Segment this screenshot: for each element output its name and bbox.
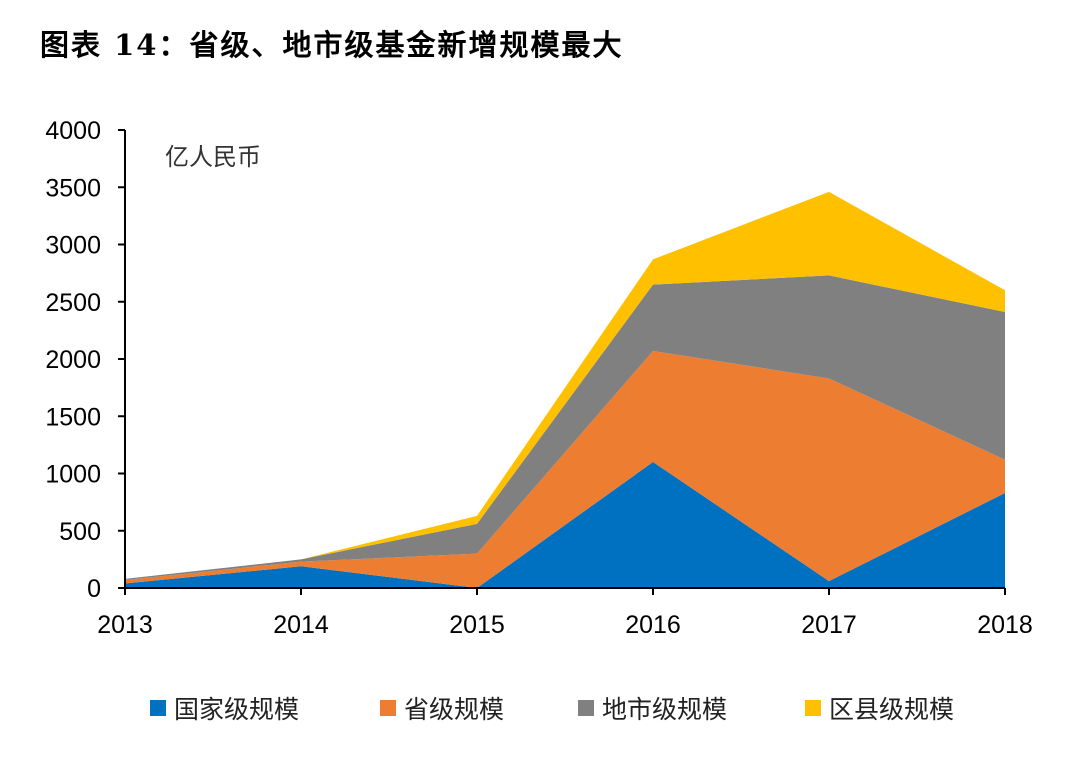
y-ticks: 0 500 1000 1500 2000 2500 3000 3500 4000 — [45, 117, 125, 603]
legend-item-provincial: 省级规模 — [380, 690, 504, 726]
legend: 国家级规模 省级规模 地市级规模 区县级规模 — [0, 690, 1080, 730]
x-tick-label: 2018 — [977, 611, 1033, 639]
legend-item-national: 国家级规模 — [150, 690, 299, 726]
legend-label-county: 区县级规模 — [829, 695, 955, 724]
legend-swatch-municipal — [578, 700, 594, 716]
legend-label-national: 国家级规模 — [174, 695, 300, 724]
legend-item-municipal: 地市级规模 — [578, 690, 727, 726]
y-tick-label: 1000 — [45, 461, 101, 489]
legend-swatch-county — [805, 700, 821, 716]
y-tick-label: 500 — [59, 518, 101, 546]
x-tick-label: 2017 — [801, 611, 857, 639]
y-tick-label: 1500 — [45, 403, 101, 431]
x-tick-label: 2014 — [273, 611, 329, 639]
y-tick-label: 3000 — [45, 232, 101, 260]
legend-label-provincial: 省级规模 — [404, 695, 505, 724]
y-tick-label: 2500 — [45, 289, 101, 317]
legend-item-county: 区县级规模 — [805, 690, 954, 726]
areas-layer — [125, 191, 1005, 588]
chart-title: 图表 14：省级、地市级基金新增规模最大 — [40, 28, 624, 62]
y-tick-label: 2000 — [45, 346, 101, 374]
x-tick-label: 2015 — [449, 611, 505, 639]
legend-swatch-provincial — [380, 700, 396, 716]
area-provincial — [125, 350, 1005, 588]
area-national — [125, 462, 1005, 588]
area-municipal — [125, 275, 1005, 580]
y-tick-label: 4000 — [45, 117, 101, 145]
legend-swatch-national — [150, 700, 166, 716]
y-tick-label: 0 — [87, 575, 101, 603]
x-ticks: 2013 2014 2015 2016 2017 2018 — [97, 588, 1033, 639]
x-tick-label: 2016 — [625, 611, 681, 639]
unit-label: 亿人民币 — [165, 143, 261, 171]
x-tick-label: 2013 — [97, 611, 153, 639]
legend-label-municipal: 地市级规模 — [602, 695, 728, 724]
y-tick-label: 3500 — [45, 174, 101, 202]
